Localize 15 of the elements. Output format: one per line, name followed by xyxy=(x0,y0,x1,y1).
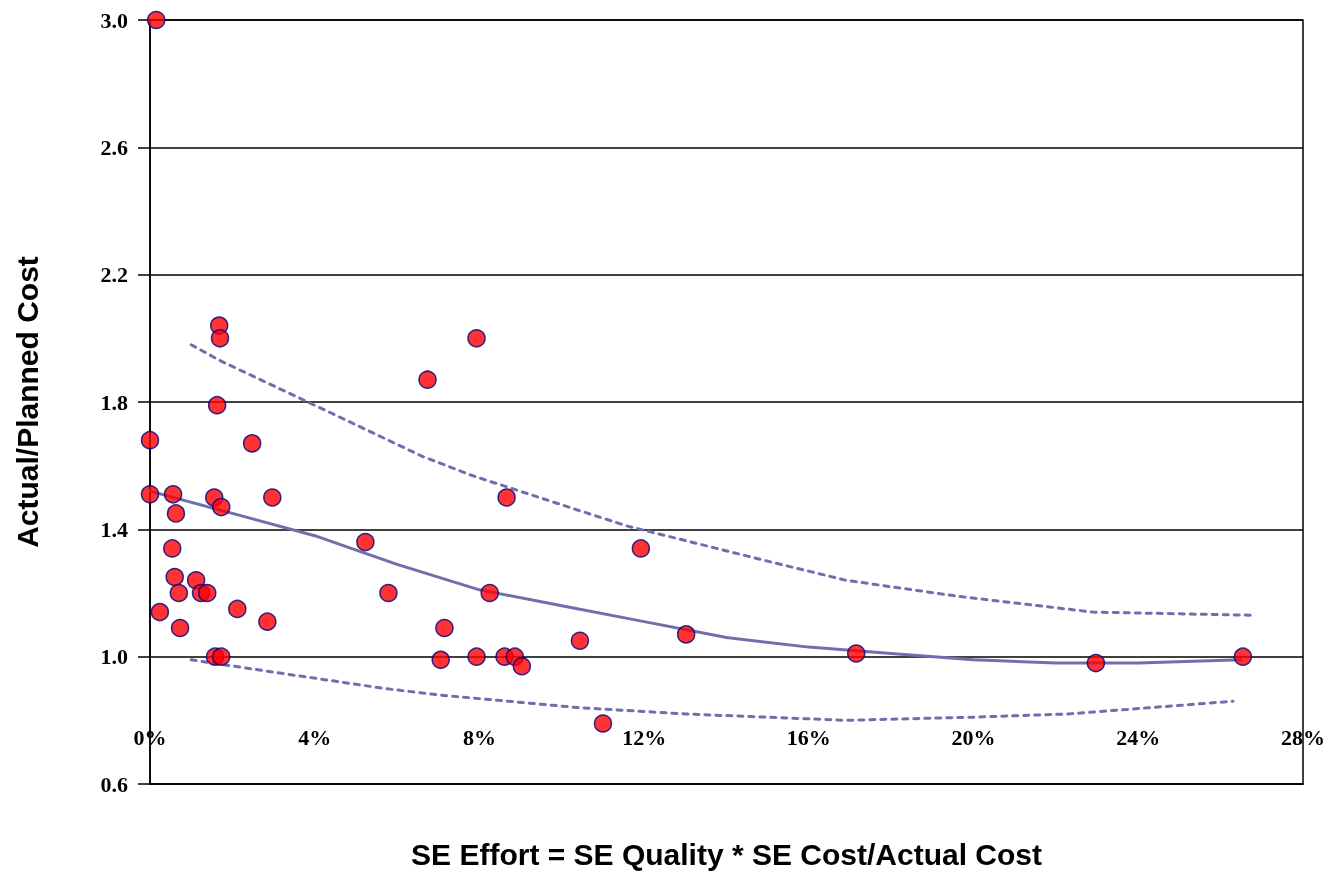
x-tick-label: 12% xyxy=(622,724,667,750)
y-tick-label: 1.0 xyxy=(100,644,128,670)
y-tick-label: 2.2 xyxy=(100,262,128,288)
x-tick-label: 8% xyxy=(462,724,496,750)
x-tick-label: 4% xyxy=(298,724,332,750)
x-tick-label: 16% xyxy=(786,724,831,750)
y-tick-label: 1.8 xyxy=(100,389,128,415)
y-axis-title: Actual/Planned Cost xyxy=(10,256,44,548)
x-tick-label: 24% xyxy=(1116,724,1161,750)
y-tick-label: 2.6 xyxy=(100,134,128,160)
y-tick-label: 0.6 xyxy=(100,771,128,797)
y-tick-label: 1.4 xyxy=(100,516,128,542)
x-axis-title: SE Effort = SE Quality * SE Cost/Actual Cost xyxy=(411,837,1042,871)
y-tick-label: 3.0 xyxy=(100,7,128,33)
x-tick-label: 20% xyxy=(951,724,996,750)
